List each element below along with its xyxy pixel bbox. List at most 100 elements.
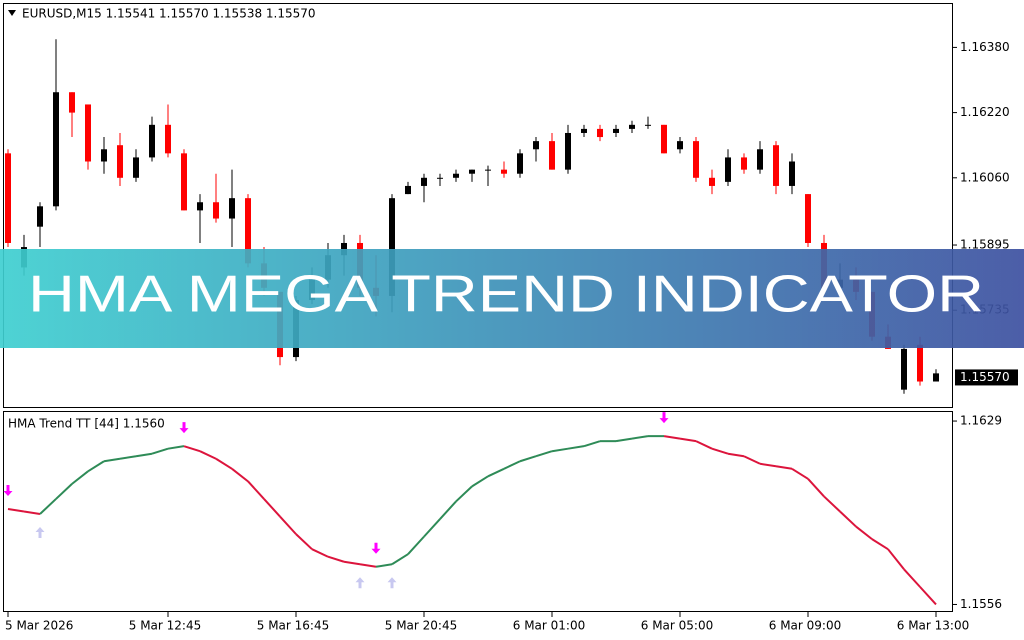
x-tick-label: 5 Mar 12:45	[129, 619, 202, 633]
hma-segment	[391, 553, 409, 566]
hma-segment	[247, 480, 265, 500]
hma-segment	[711, 447, 729, 455]
hma-segment	[7, 507, 25, 513]
current-price-label: 1.15570	[960, 370, 1010, 384]
hma-segment	[839, 510, 857, 528]
candle-body	[757, 149, 763, 170]
candle-body	[405, 185, 411, 195]
hma-segment	[103, 457, 121, 463]
candle-body	[805, 194, 811, 243]
y-tick-label: 1.16220	[960, 105, 1010, 119]
candle-body	[741, 157, 747, 170]
candle-body	[533, 141, 539, 150]
hma-segment	[327, 555, 345, 563]
candle-body	[229, 198, 235, 219]
hma-segment	[919, 586, 937, 606]
candle-body	[789, 161, 795, 186]
menu-triangle[interactable]	[8, 10, 16, 16]
candle-body	[933, 373, 939, 382]
hma-segment	[503, 460, 521, 470]
candle-body	[629, 124, 635, 129]
buy-arrow	[355, 577, 365, 589]
candle-body	[85, 104, 91, 162]
x-tick-label: 5 Mar 2026	[5, 619, 73, 633]
candle-body	[581, 128, 587, 133]
candle-body	[645, 124, 651, 126]
hma-segment	[743, 455, 761, 465]
indicator-panel	[3, 411, 953, 612]
hma-segment	[551, 447, 569, 453]
banner-title: HMA MEGA TREND INDICATOR	[28, 266, 984, 324]
hma-segment	[455, 485, 473, 503]
hma-segment	[183, 445, 201, 453]
sell-arrow	[3, 484, 13, 496]
candle-body	[101, 149, 107, 162]
hma-segment	[311, 548, 329, 558]
hma-segment	[167, 445, 185, 450]
hma-segment	[279, 515, 297, 535]
hma-segment	[439, 500, 457, 520]
candle-body	[549, 141, 555, 170]
hma-segment	[695, 440, 713, 450]
hma-segment	[727, 452, 745, 458]
hma-segment	[567, 445, 585, 450]
hma-segment	[615, 437, 633, 443]
candle-body	[389, 198, 395, 296]
hma-segment	[407, 535, 425, 555]
hma-segment	[519, 455, 537, 463]
candle-body	[517, 153, 523, 174]
hma-segment	[679, 437, 697, 443]
x-tick-label: 6 Mar 13:00	[897, 619, 970, 633]
hma-segment	[903, 568, 921, 588]
hma-segment	[199, 450, 217, 460]
hma-segment	[631, 435, 649, 440]
hma-segment	[487, 467, 505, 478]
hma-segment	[231, 468, 249, 483]
candle-body	[453, 173, 459, 178]
hma-segment	[855, 525, 873, 540]
candle-body	[149, 124, 155, 158]
banner	[0, 249, 1024, 348]
candle-body	[437, 177, 443, 179]
hma-segment	[535, 450, 553, 458]
x-tick-label: 6 Mar 05:00	[641, 619, 714, 633]
y-tick-label: 1.1629	[960, 414, 1002, 428]
candle-body	[677, 141, 683, 150]
current-price-box	[955, 369, 1018, 386]
candle-body	[613, 128, 619, 133]
hma-segment	[23, 510, 41, 516]
hma-segment	[151, 447, 169, 455]
hma-segment	[759, 462, 777, 468]
y-tick-label: 1.16380	[960, 40, 1010, 54]
buy-arrow	[35, 527, 45, 539]
x-tick-label: 6 Mar 09:00	[769, 619, 842, 633]
hma-segment	[583, 440, 601, 448]
hma-segment	[807, 478, 825, 498]
candle-body	[773, 145, 779, 186]
hma-segment	[343, 560, 361, 566]
hma-segment	[119, 455, 137, 460]
candle-body	[117, 145, 123, 178]
y-tick-label: 1.15895	[960, 238, 1010, 252]
candle-body	[37, 206, 43, 227]
hma-segment	[871, 538, 889, 551]
candle-body	[53, 92, 59, 207]
hma-segment	[775, 465, 793, 470]
hma-segment	[87, 460, 105, 473]
candle-body	[69, 92, 75, 113]
candle-body	[725, 157, 731, 182]
hma-segment	[135, 452, 153, 458]
hma-segment	[39, 498, 57, 515]
x-tick-label: 6 Mar 01:00	[513, 619, 586, 633]
indicator-title: HMA Trend TT [44] 1.1560	[8, 417, 165, 431]
hma-segment	[423, 518, 441, 538]
candle-body	[597, 128, 603, 138]
candle-body	[133, 157, 139, 178]
candle-body	[5, 153, 11, 243]
y-tick-label: 1.1556	[960, 597, 1002, 611]
hma-segment	[263, 498, 281, 518]
x-tick-label: 5 Mar 20:45	[385, 619, 458, 633]
candle-body	[469, 169, 475, 174]
hma-segment	[71, 470, 89, 485]
